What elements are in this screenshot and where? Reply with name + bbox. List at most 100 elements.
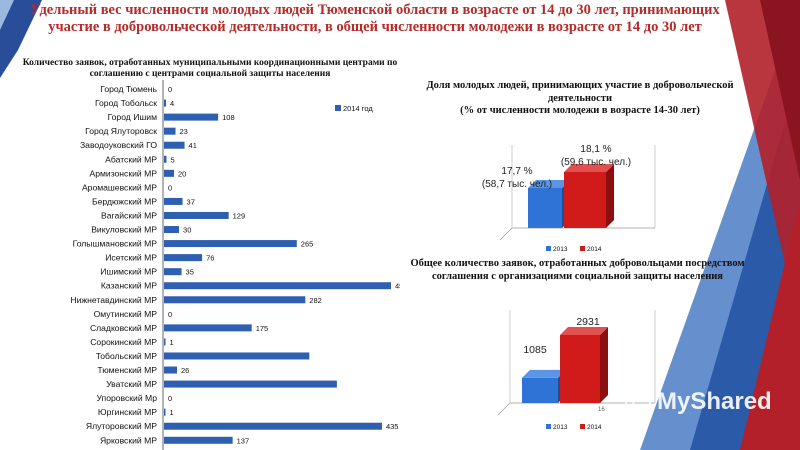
category-label: Исетский МР — [105, 253, 157, 263]
bar-value-label: 0 — [168, 183, 172, 192]
bar — [164, 226, 180, 234]
bar-value-label: 265 — [301, 240, 314, 249]
category-label: Упоровский Мр — [96, 393, 157, 403]
bar-value-label: 108 — [222, 113, 235, 122]
bar — [164, 197, 183, 205]
bar-top — [560, 327, 608, 335]
apps-3d-chart: 1085 2931 16 2013 2014 — [497, 310, 656, 431]
bar-value-label: 0 — [168, 310, 172, 319]
legend: 2013 2014 — [546, 246, 602, 253]
data-sublabel: (59,6 тыс. чел.) — [561, 157, 631, 168]
bar-value-label: 20 — [178, 169, 186, 178]
bar — [164, 436, 233, 444]
legend-swatch — [335, 105, 341, 111]
legend-swatch — [580, 246, 585, 251]
category-label: Город Тюмень — [100, 84, 157, 94]
bar-value-label: 30 — [183, 226, 191, 235]
category-label: Тобольский МР — [96, 351, 158, 361]
bar — [164, 155, 167, 163]
page-title: Удельный вес численности молодых людей Т… — [30, 2, 720, 35]
bar-side — [600, 327, 608, 403]
legend-label: 2013 — [553, 424, 568, 431]
bar — [164, 169, 175, 177]
data-sublabel: (58,7 тыс. чел.) — [482, 179, 552, 190]
data-label: 1085 — [523, 344, 547, 356]
category-label: Ялуторовский МР — [86, 421, 157, 431]
bar — [164, 113, 219, 121]
axis-label: 16 — [598, 407, 605, 413]
bar — [164, 324, 252, 332]
bar — [164, 296, 306, 304]
bar — [164, 254, 203, 262]
share-chart-title: Доля молодых людей, принимающих участие … — [400, 80, 760, 118]
bar — [164, 408, 166, 416]
bar-side — [606, 164, 614, 228]
bar-top — [522, 369, 566, 378]
myshared-logo-icon — [625, 389, 651, 415]
bar-value-label: 5 — [171, 155, 175, 164]
bar — [164, 99, 167, 107]
bar — [164, 282, 391, 290]
category-label: Ишимский МР — [100, 267, 157, 277]
bar-front — [528, 188, 562, 228]
bar-value-label: 76 — [206, 254, 214, 263]
bar-value-label: 4 — [170, 99, 174, 108]
bar-value-label: 1 — [170, 338, 174, 347]
apps-chart-title: Общее количество заявок, отработанных до… — [410, 258, 745, 282]
category-label: Аромашевский МР — [82, 182, 157, 192]
legend-label: 2014 год — [343, 104, 373, 113]
category-label: Викуловский МР — [91, 225, 157, 235]
bar-front — [522, 377, 558, 403]
bar — [164, 422, 382, 430]
bar — [164, 240, 297, 248]
category-label: Нижнетавдинский МР — [70, 295, 157, 305]
bar-value-label: 137 — [237, 436, 250, 445]
legend: 2013 2014 — [546, 424, 602, 431]
bar — [164, 380, 337, 388]
bar-value-label: 41 — [189, 141, 197, 150]
category-label: Заводоуковский ГО — [80, 140, 157, 150]
category-label: Город Ишим — [108, 112, 158, 122]
category-label: Бердюжский МР — [92, 196, 157, 206]
share-chart-title-line: Доля молодых людей, принимающих участие … — [426, 80, 734, 104]
legend-swatch — [580, 424, 585, 429]
bar-value-label: 35 — [186, 268, 194, 277]
category-label: Ярковский МР — [100, 435, 157, 445]
category-label: Казанский МР — [101, 281, 157, 291]
bar-value-label: 37 — [187, 197, 195, 206]
bar-value-label: 0 — [168, 394, 172, 403]
category-label: Омутинский МР — [94, 309, 158, 319]
category-label: Юргинский МР — [98, 407, 157, 417]
category-label: Абатский МР — [105, 154, 157, 164]
watermark-text: MyShared — [657, 388, 772, 415]
data-label: 17,7 % — [501, 166, 532, 177]
bar-value-label: 23 — [180, 127, 188, 136]
legend-swatch — [546, 424, 551, 429]
bar — [164, 338, 166, 346]
bar — [164, 141, 185, 149]
category-label: Город Ялуторовск — [85, 126, 157, 136]
category-label: Сорокинский МР — [90, 337, 157, 347]
bar-value-label: 129 — [233, 211, 246, 220]
bar — [164, 352, 310, 360]
category-label: Уватский МР — [106, 379, 157, 389]
bar-top — [528, 180, 570, 188]
data-label: 18,1 % — [580, 144, 611, 155]
bar-value-label: 1 — [170, 408, 174, 417]
legend-swatch — [546, 246, 551, 251]
bar-value-label: 26 — [181, 366, 189, 375]
category-label: Голышмановский МР — [73, 239, 158, 249]
bar-value-label: 453 — [395, 282, 400, 291]
share-3d-chart: 17,7 % (58,7 тыс. чел.) 18,1 % (59,6 тыс. ч… — [482, 144, 656, 253]
bar-value-label: 282 — [309, 296, 322, 305]
legend-label: 2014 — [587, 424, 602, 431]
bar-front — [560, 335, 600, 403]
watermark: MyShared — [625, 388, 772, 416]
bar-top — [564, 164, 614, 172]
category-label: Армизонский МР — [89, 168, 157, 178]
legend: 2014 год — [335, 104, 373, 113]
category-label: Город Тобольск — [95, 98, 157, 108]
bar — [164, 268, 182, 276]
